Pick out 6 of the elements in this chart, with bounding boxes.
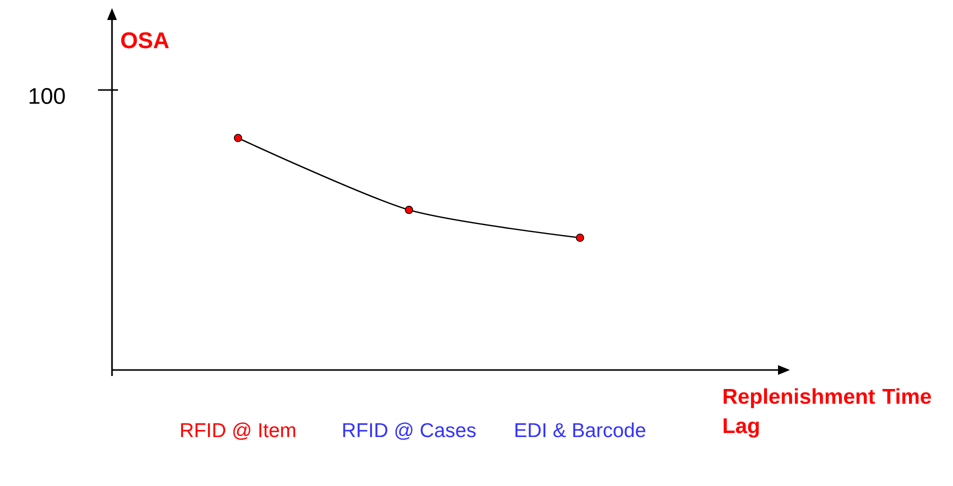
x-tick-label: RFID @ Cases [343, 422, 476, 440]
x-axis-title: Replenishment Time Lag [724, 388, 931, 438]
y-axis-title: OSA [121, 32, 169, 48]
text: 100 [30, 88, 65, 104]
x-tick-label: EDI & Barcode [515, 422, 646, 438]
x-tick-label: RFID @ Item [181, 422, 296, 440]
